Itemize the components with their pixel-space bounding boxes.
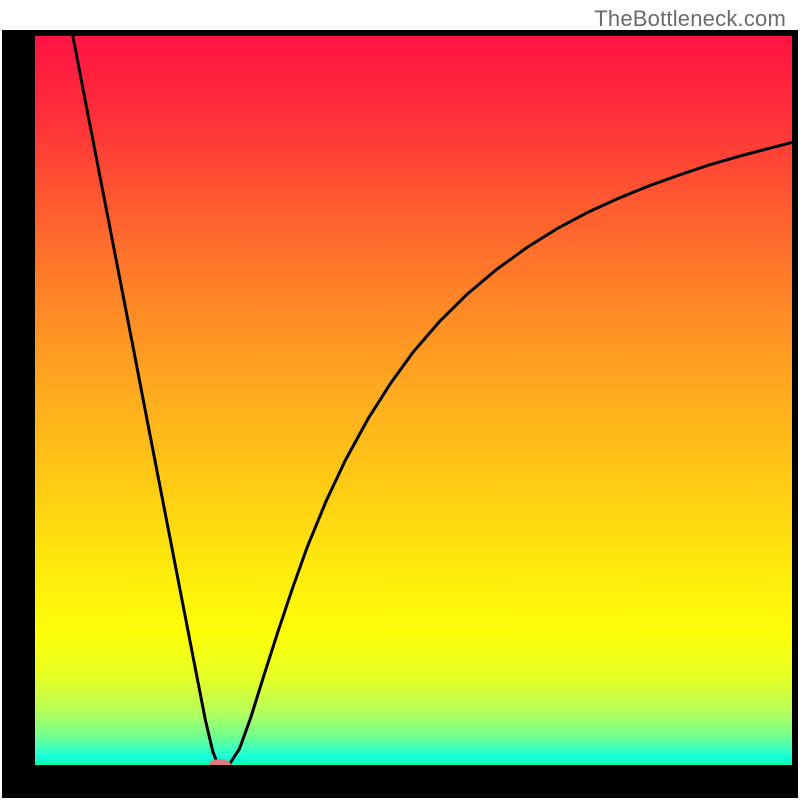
frame-left	[2, 30, 35, 798]
watermark-text: TheBottleneck.com	[594, 6, 786, 32]
frame-bottom	[2, 765, 798, 798]
frame-right	[792, 30, 798, 798]
chart-container: TheBottleneck.com	[0, 0, 800, 800]
bottleneck-curve	[35, 36, 792, 765]
plot-area	[35, 36, 792, 765]
